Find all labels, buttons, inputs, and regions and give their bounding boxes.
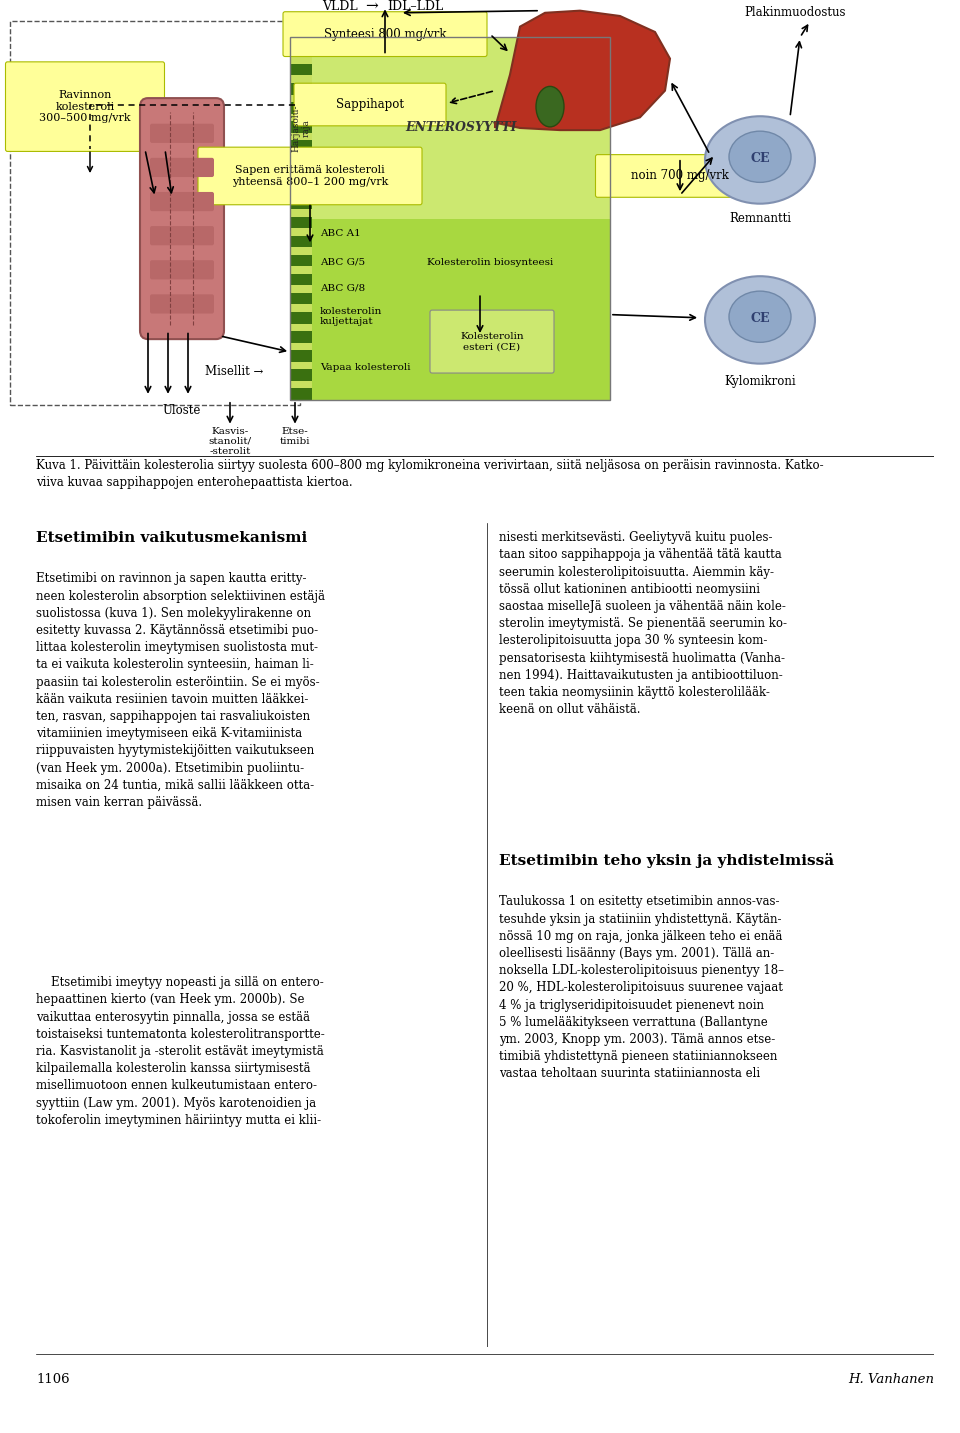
Text: Ravinnon
kolesteroli
300–500 mg/vrk: Ravinnon kolesteroli 300–500 mg/vrk — [39, 90, 131, 123]
Text: Etsetimibin teho yksin ja yhdistelmissä: Etsetimibin teho yksin ja yhdistelmissä — [499, 853, 834, 867]
Bar — [290, 140, 312, 152]
Text: ENTEROSYYTTI: ENTEROSYYTTI — [405, 122, 516, 135]
Text: Plakinmuodostus: Plakinmuodostus — [744, 6, 846, 19]
Bar — [290, 255, 312, 267]
Text: Etse-
timibi: Etse- timibi — [279, 427, 310, 446]
Bar — [290, 198, 312, 209]
Text: Kasvis-
stanolit/
-sterolit: Kasvis- stanolit/ -sterolit — [208, 427, 252, 456]
Ellipse shape — [705, 277, 815, 364]
Text: Remnantti: Remnantti — [729, 212, 791, 225]
Ellipse shape — [729, 132, 791, 182]
Bar — [290, 179, 312, 191]
Text: Harjasolu-
raja: Harjasolu- raja — [291, 105, 311, 152]
Text: Misellit →: Misellit → — [205, 364, 263, 378]
Bar — [290, 236, 312, 248]
FancyBboxPatch shape — [150, 158, 214, 178]
Bar — [290, 370, 312, 381]
Ellipse shape — [536, 86, 564, 128]
FancyBboxPatch shape — [150, 226, 214, 245]
Text: Kuva 1. Päivittäin kolesterolia siirtyy suolesta 600–800 mg kylomikroneina veriv: Kuva 1. Päivittäin kolesterolia siirtyy … — [36, 459, 824, 489]
Text: H. Vanhanen: H. Vanhanen — [848, 1373, 934, 1386]
Bar — [290, 292, 312, 304]
Bar — [290, 370, 312, 381]
Text: Uloste: Uloste — [163, 404, 202, 417]
Bar — [290, 312, 312, 324]
Bar — [290, 83, 312, 95]
Bar — [290, 159, 312, 171]
Bar — [290, 102, 312, 113]
Text: Kolesterolin
esteri (CE): Kolesterolin esteri (CE) — [460, 332, 524, 351]
FancyBboxPatch shape — [150, 294, 214, 314]
FancyBboxPatch shape — [6, 62, 164, 152]
Bar — [290, 122, 312, 133]
Bar — [290, 140, 312, 152]
Text: Taulukossa 1 on esitetty etsetimibin annos-vas-
tesuhde yksin ja statiiniin yhdi: Taulukossa 1 on esitetty etsetimibin ann… — [499, 896, 783, 1080]
Bar — [290, 64, 312, 76]
Text: 1106: 1106 — [36, 1373, 70, 1386]
Bar — [290, 388, 312, 400]
Bar — [290, 37, 610, 400]
Text: VLDL: VLDL — [323, 0, 358, 13]
Text: Kylomikroni: Kylomikroni — [724, 375, 796, 388]
Text: nisesti merkitsevästi. Geeliytyvä kuitu puoles-
taan sitoo sappihappoja ja vähen: nisesti merkitsevästi. Geeliytyvä kuitu … — [499, 532, 787, 716]
Bar — [290, 198, 312, 209]
Bar — [290, 312, 312, 324]
Bar — [290, 122, 312, 133]
Text: Kolesterolin biosynteesi: Kolesterolin biosynteesi — [427, 258, 553, 267]
Bar — [290, 216, 312, 228]
Text: Etsetimibi on ravinnon ja sapen kautta eritty-
neen kolesterolin absorption sele: Etsetimibi on ravinnon ja sapen kautta e… — [36, 573, 325, 810]
Bar — [290, 350, 312, 361]
Polygon shape — [495, 10, 670, 130]
Text: Etsetimibin vaikutusmekanismi: Etsetimibin vaikutusmekanismi — [36, 532, 308, 546]
Bar — [290, 236, 312, 248]
Text: Synteesi 800 mg/vrk: Synteesi 800 mg/vrk — [324, 27, 446, 40]
Text: ABC A1: ABC A1 — [320, 229, 361, 238]
Bar — [290, 292, 312, 304]
FancyBboxPatch shape — [283, 11, 487, 56]
Bar — [290, 331, 312, 342]
Text: noin 700 mg/vrk: noin 700 mg/vrk — [631, 169, 729, 182]
Bar — [290, 274, 312, 285]
Text: kolesterolin
kuljettajat: kolesterolin kuljettajat — [320, 307, 382, 327]
Bar — [290, 159, 312, 171]
Text: Sappihapot: Sappihapot — [336, 97, 404, 110]
Bar — [290, 44, 312, 56]
FancyBboxPatch shape — [198, 148, 422, 205]
Bar — [312, 219, 610, 400]
Bar — [290, 388, 312, 400]
Bar — [290, 274, 312, 285]
Ellipse shape — [729, 291, 791, 342]
Bar — [312, 37, 610, 219]
Bar — [290, 64, 312, 76]
FancyBboxPatch shape — [140, 97, 224, 340]
Text: CE: CE — [751, 312, 770, 325]
Text: IDL–LDL: IDL–LDL — [387, 0, 444, 13]
Text: ABC G/5: ABC G/5 — [320, 258, 365, 267]
FancyBboxPatch shape — [595, 155, 764, 198]
FancyBboxPatch shape — [150, 123, 214, 143]
FancyBboxPatch shape — [294, 83, 446, 126]
Bar — [10, 21, 300, 406]
FancyBboxPatch shape — [150, 261, 214, 279]
Bar — [290, 255, 312, 267]
Bar — [290, 331, 312, 342]
Bar — [290, 37, 312, 400]
Bar — [290, 350, 312, 361]
FancyBboxPatch shape — [150, 192, 214, 211]
Text: Vapaa kolesteroli: Vapaa kolesteroli — [320, 363, 411, 371]
Text: ABC G/8: ABC G/8 — [320, 282, 365, 292]
Text: →: → — [366, 0, 378, 13]
Bar — [290, 179, 312, 191]
Ellipse shape — [705, 116, 815, 203]
Text: Sapen erittämä kolesteroli
yhteensä 800–1 200 mg/vrk: Sapen erittämä kolesteroli yhteensä 800–… — [231, 165, 388, 186]
Text: Etsetimibi imeytyy nopeasti ja sillä on entero-
hepaattinen kierto (van Heek ym.: Etsetimibi imeytyy nopeasti ja sillä on … — [36, 976, 325, 1126]
Bar — [290, 83, 312, 95]
Bar — [290, 44, 312, 56]
FancyBboxPatch shape — [430, 310, 554, 373]
Bar — [290, 216, 312, 228]
Text: CE: CE — [751, 152, 770, 165]
Bar — [290, 102, 312, 113]
